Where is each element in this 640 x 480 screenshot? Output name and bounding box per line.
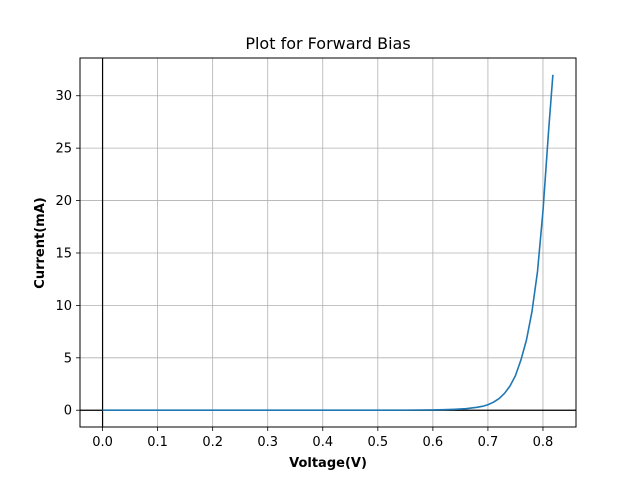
y-tick-label: 30 <box>55 89 72 104</box>
y-axis-label: Current(mA) <box>33 197 48 288</box>
series-layer <box>102 74 554 412</box>
x-axis-ticks: 0.0 0.1 0.2 0.3 0.4 0.5 0.6 0.7 0.8 <box>92 427 553 450</box>
y-tick-label: 25 <box>55 142 72 157</box>
chart-title: Plot for Forward Bias <box>245 34 410 53</box>
y-axis-ticks: 0 5 10 15 20 25 30 <box>55 89 80 419</box>
series-line <box>102 74 554 412</box>
x-tick-label: 0.6 <box>423 435 444 450</box>
x-tick-label: 0.5 <box>367 435 388 450</box>
y-tick-label: 20 <box>55 194 72 209</box>
x-tick-label: 0.3 <box>257 435 278 450</box>
grid-lines <box>80 58 576 427</box>
x-tick-label: 0.7 <box>478 435 499 450</box>
y-tick-label: 10 <box>55 299 72 314</box>
y-tick-label: 5 <box>64 351 72 366</box>
x-tick-label: 0.0 <box>92 435 113 450</box>
y-tick-label: 0 <box>64 404 72 419</box>
y-tick-label: 15 <box>55 246 72 261</box>
x-tick-label: 0.4 <box>312 435 333 450</box>
x-tick-label: 0.1 <box>147 435 168 450</box>
x-tick-label: 0.2 <box>202 435 223 450</box>
x-axis-label: Voltage(V) <box>289 456 367 471</box>
x-tick-label: 0.8 <box>533 435 554 450</box>
plot-frame <box>79 57 577 428</box>
